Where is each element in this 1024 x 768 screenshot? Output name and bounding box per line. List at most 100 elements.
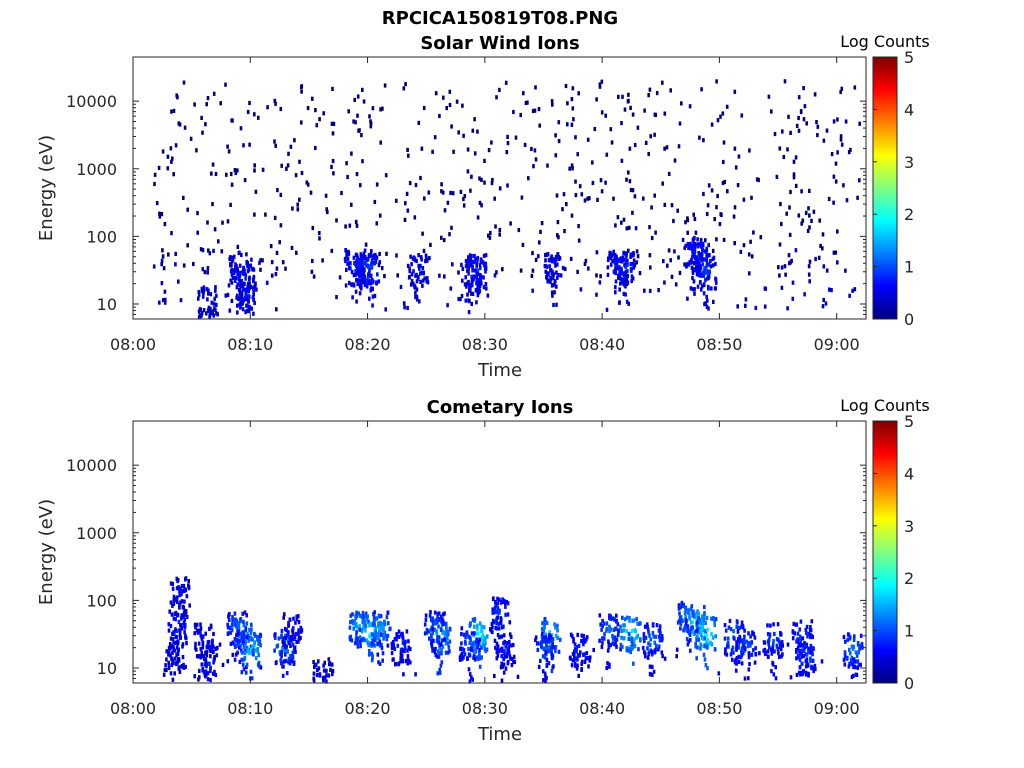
heatmap-cell [238,638,241,643]
heatmap-cell [714,634,717,639]
heatmap-cell [355,223,359,228]
heatmap-cell [178,628,181,633]
heatmap-cell [752,230,755,235]
heatmap-cell [253,640,256,645]
heatmap-cell [524,100,528,106]
heatmap-cell [325,679,328,684]
heatmap-cell [288,661,292,666]
heatmap-cell [356,113,359,118]
heatmap-cell [406,305,409,311]
heatmap-cell [499,600,503,605]
heatmap-cell [315,672,319,678]
heatmap-cell [740,624,743,629]
heatmap-cell [500,654,503,659]
heatmap-cell [471,641,474,646]
heatmap-cell [477,278,480,283]
heatmap-cell [179,635,182,640]
heatmap-cell [477,286,481,291]
heatmap-cell [246,284,249,289]
heatmap-cell [689,620,693,625]
heatmap-cell [176,612,180,617]
heatmap-cell [700,287,703,292]
heatmap-cell [657,288,660,293]
heatmap-cell [747,653,751,658]
heatmap-cell [718,222,722,227]
heatmap-cell [627,301,630,306]
x-tick-label: 08:40 [579,335,625,354]
heatmap-cell [478,263,482,268]
heatmap-cell [498,597,501,602]
heatmap-cell [467,271,470,276]
heatmap-cell [742,243,746,248]
heatmap-cell [207,305,211,310]
heatmap-cell [621,277,625,282]
heatmap-cell [617,273,620,278]
heatmap-cell [331,668,335,674]
heatmap-cell [464,264,468,269]
heatmap-cell [820,659,824,664]
heatmap-cell [574,179,577,184]
heatmap-cell [242,639,245,644]
heatmap-cell [638,271,642,276]
heatmap-cell [237,632,240,637]
heatmap-cell [172,108,176,113]
heatmap-cell [432,647,435,652]
heatmap-cell [530,273,534,278]
heatmap-cell [749,634,752,639]
heatmap-cell [622,636,625,641]
heatmap-cell [830,152,834,157]
heatmap-cell [349,634,353,639]
heatmap-cell [711,248,715,253]
heatmap-cell [354,613,357,618]
heatmap-cell [693,291,696,296]
heatmap-cell [498,87,501,92]
heatmap-cell [471,275,475,281]
y-axis-label: Energy (eV) [36,499,57,605]
heatmap-cell [237,629,240,634]
heatmap-cell [620,266,623,271]
heatmap-cell [171,637,175,642]
heatmap-cell [742,197,746,202]
heatmap-cell [531,108,535,114]
heatmap-cell [704,257,708,262]
heatmap-cell [356,281,360,287]
heatmap-cell [478,621,482,626]
heatmap-cell [245,252,248,257]
heatmap-cell [569,256,573,261]
heatmap-cell [608,628,611,634]
heatmap-cell [365,638,369,643]
heatmap-cell [678,121,682,126]
heatmap-cell [174,634,178,639]
heatmap-cell [853,659,856,664]
heatmap-cell [183,125,187,130]
heatmap-cell [543,653,547,658]
heatmap-cell [822,264,826,269]
heatmap-cell [491,610,495,615]
heatmap-cell [473,624,476,629]
heatmap-cell [344,283,348,288]
heatmap-cell [495,95,498,100]
heatmap-cell [404,82,407,87]
heatmap-cell [460,632,463,637]
heatmap-cell [241,271,245,276]
heatmap-cell [715,237,718,242]
heatmap-cell [586,196,589,201]
heatmap-cell [461,266,465,271]
heatmap-cell [181,642,185,647]
heatmap-cell [428,636,431,641]
heatmap-cell [434,646,437,651]
heatmap-cell [466,147,470,152]
heatmap-cell [198,668,201,673]
x-tick-label: 08:40 [579,699,625,718]
heatmap-cell [281,260,285,265]
heatmap-cell [476,290,479,295]
heatmap-cell [446,641,450,646]
y-tick-label: 10000 [66,92,117,111]
heatmap-cell [379,107,382,112]
heatmap-cell [759,235,763,240]
heatmap-cell [495,621,498,626]
heatmap-cell [445,626,448,631]
heatmap-cell [849,651,852,656]
heatmap-cell [591,160,594,165]
heatmap-cell [767,642,770,647]
